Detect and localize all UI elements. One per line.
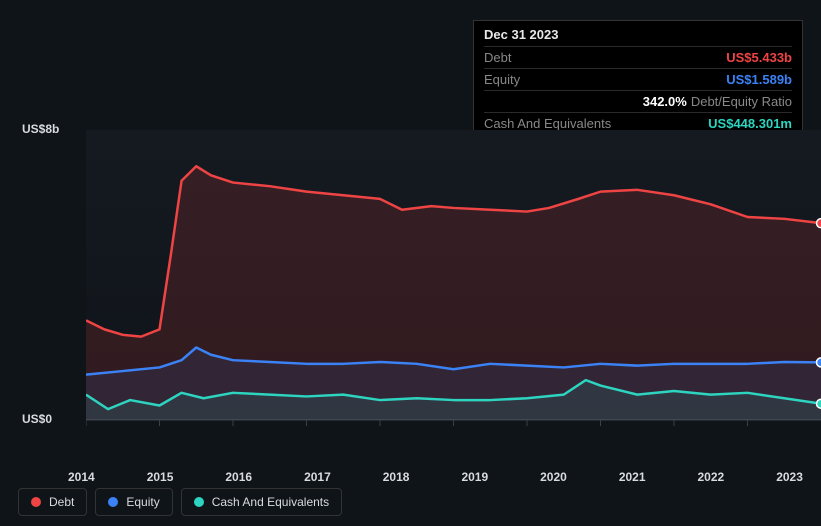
tooltip-value: 342.0% — [643, 94, 687, 109]
x-axis-tick: 2017 — [304, 470, 331, 484]
legend-item[interactable]: Equity — [95, 488, 172, 516]
tooltip-value: US$5.433b — [726, 50, 792, 65]
chart-svg — [86, 120, 821, 440]
x-axis-tick: 2016 — [225, 470, 252, 484]
legend-label: Cash And Equivalents — [212, 495, 329, 509]
x-axis-tick: 2015 — [147, 470, 174, 484]
tooltip-row: 342.0% Debt/Equity Ratio — [484, 90, 792, 112]
legend-dot-icon — [108, 497, 118, 507]
x-axis-tick: 2020 — [540, 470, 567, 484]
tooltip-label: Equity — [484, 72, 520, 87]
tooltip-date: Dec 31 2023 — [484, 27, 792, 42]
chart-area — [18, 120, 803, 466]
tooltip-suffix: Debt/Equity Ratio — [691, 94, 792, 109]
tooltip-value: US$1.589b — [726, 72, 792, 87]
legend-label: Debt — [49, 495, 74, 509]
x-axis-tick: 2022 — [698, 470, 725, 484]
tooltip-row: Equity US$1.589b — [484, 68, 792, 90]
x-axis-labels: 2014 2015 2016 2017 2018 2019 2020 2021 2022 2023 — [68, 470, 803, 484]
legend-label: Equity — [126, 495, 159, 509]
legend-item[interactable]: Debt — [18, 488, 87, 516]
legend-item[interactable]: Cash And Equivalents — [181, 488, 342, 516]
x-axis-tick: 2014 — [68, 470, 95, 484]
x-axis-tick: 2021 — [619, 470, 646, 484]
legend: Debt Equity Cash And Equivalents — [18, 488, 342, 516]
legend-dot-icon — [194, 497, 204, 507]
tooltip-label: Debt — [484, 50, 511, 65]
legend-dot-icon — [31, 497, 41, 507]
x-axis-tick: 2018 — [383, 470, 410, 484]
x-axis-tick: 2019 — [461, 470, 488, 484]
x-axis-tick: 2023 — [776, 470, 803, 484]
tooltip-row: Debt US$5.433b — [484, 46, 792, 68]
